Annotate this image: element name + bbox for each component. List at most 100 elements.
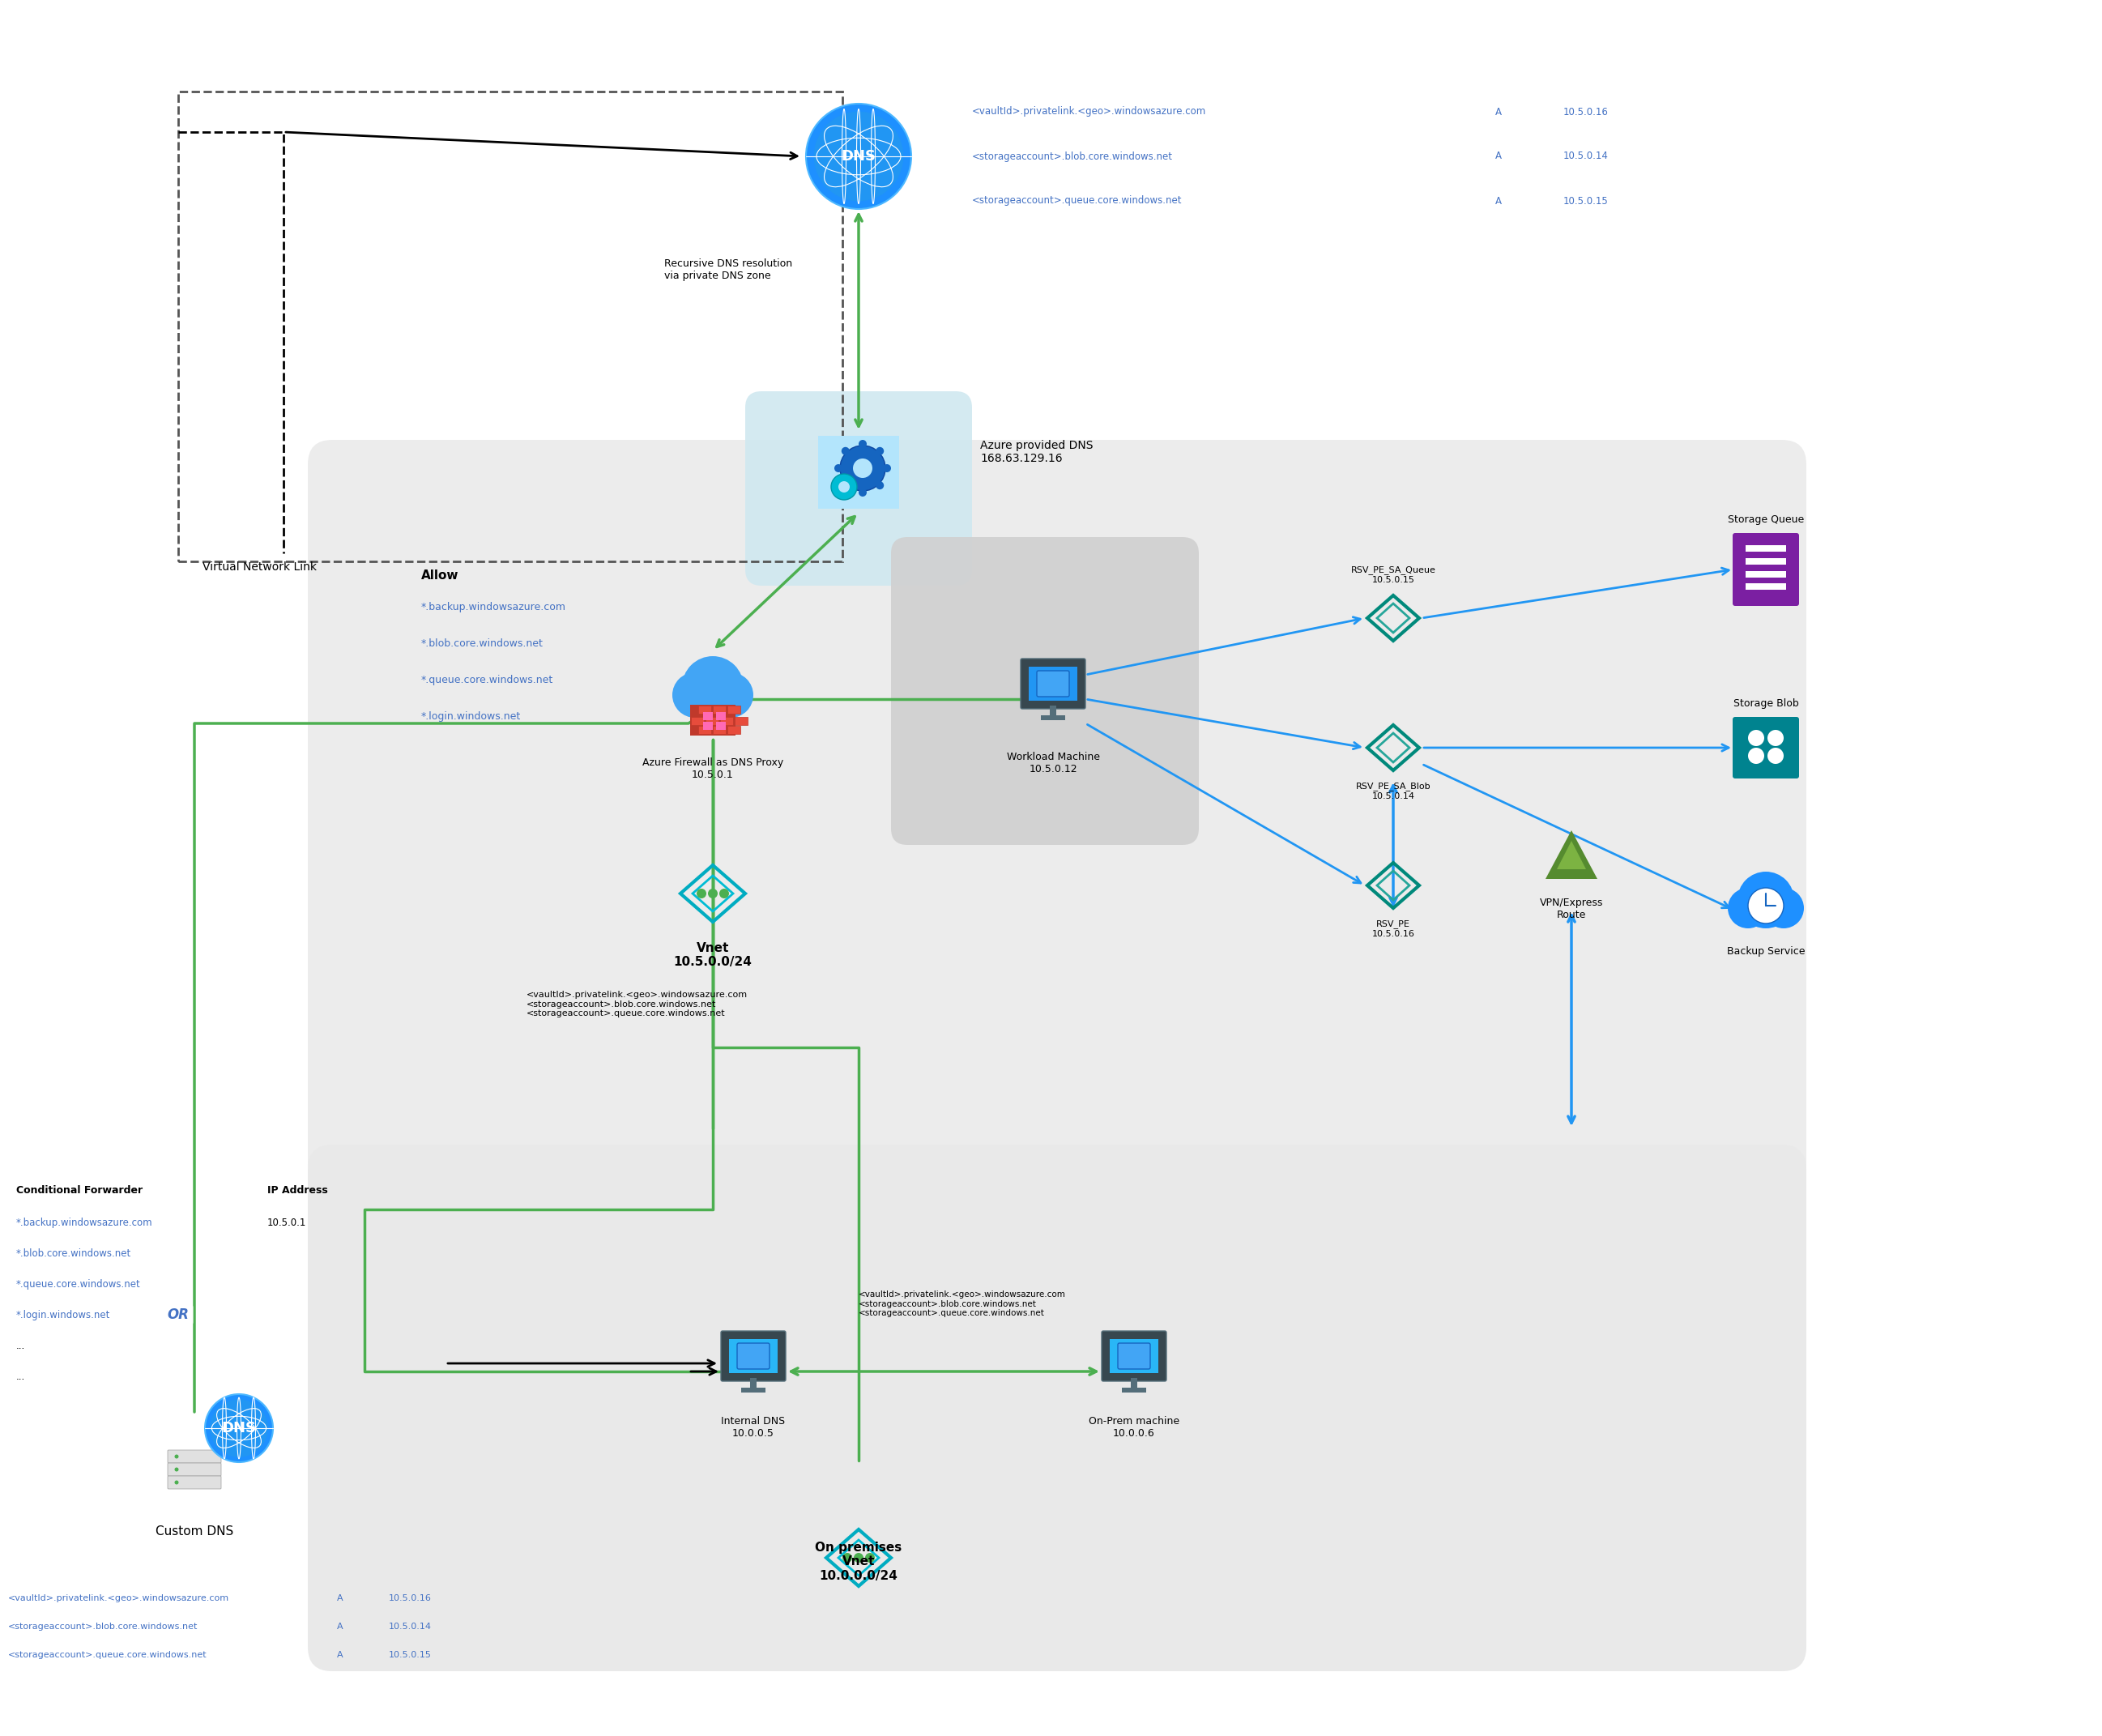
- Bar: [713, 726, 725, 734]
- Circle shape: [204, 1394, 273, 1462]
- Text: <storageaccount>.queue.core.windows.net: <storageaccount>.queue.core.windows.net: [971, 196, 1181, 207]
- Circle shape: [841, 481, 849, 490]
- Text: *.backup.windowsazure.com: *.backup.windowsazure.com: [420, 602, 565, 613]
- Text: <vaultId>.privatelink.<geo>.windowsazure.com
<storageaccount>.blob.core.windows.: <vaultId>.privatelink.<geo>.windowsazure…: [858, 1290, 1066, 1318]
- Text: 10.5.0.14: 10.5.0.14: [389, 1623, 431, 1630]
- Bar: [1745, 583, 1787, 590]
- FancyBboxPatch shape: [168, 1450, 221, 1463]
- Circle shape: [719, 889, 729, 898]
- Text: RSV_PE_SA_Blob
10.5.0.14: RSV_PE_SA_Blob 10.5.0.14: [1356, 781, 1431, 800]
- Text: Conditional Forwarder: Conditional Forwarder: [17, 1186, 143, 1196]
- FancyBboxPatch shape: [1036, 670, 1070, 696]
- Text: Backup Service: Backup Service: [1726, 946, 1806, 957]
- FancyBboxPatch shape: [1732, 533, 1799, 606]
- Bar: [729, 1338, 778, 1373]
- Bar: [681, 682, 744, 707]
- Circle shape: [841, 446, 885, 491]
- Text: *.queue.core.windows.net: *.queue.core.windows.net: [420, 675, 553, 686]
- Circle shape: [883, 464, 891, 472]
- Text: A: A: [336, 1594, 343, 1602]
- Text: 10.5.0.15: 10.5.0.15: [389, 1651, 431, 1660]
- Circle shape: [853, 1554, 864, 1562]
- Bar: [1028, 667, 1078, 701]
- Text: Storage Blob: Storage Blob: [1734, 698, 1799, 708]
- Text: *.blob.core.windows.net: *.blob.core.windows.net: [17, 1248, 132, 1259]
- Text: <vaultId>.privatelink.<geo>.windowsazure.com: <vaultId>.privatelink.<geo>.windowsazure…: [8, 1594, 229, 1602]
- Bar: [706, 717, 719, 726]
- Text: RSV_PE
10.5.0.16: RSV_PE 10.5.0.16: [1373, 920, 1415, 937]
- Text: Custom DNS: Custom DNS: [156, 1526, 233, 1538]
- Bar: [1738, 904, 1795, 922]
- Bar: [713, 705, 725, 713]
- FancyBboxPatch shape: [307, 1144, 1806, 1672]
- Text: Internal DNS
10.0.0.5: Internal DNS 10.0.0.5: [721, 1417, 786, 1439]
- Bar: [1122, 1387, 1146, 1392]
- Text: <vaultId>.privatelink.<geo>.windowsazure.com
<storageaccount>.blob.core.windows.: <vaultId>.privatelink.<geo>.windowsazure…: [526, 991, 748, 1017]
- Text: A: A: [1495, 196, 1501, 207]
- Text: DNS: DNS: [221, 1420, 256, 1436]
- Circle shape: [834, 464, 843, 472]
- Bar: [1040, 715, 1066, 720]
- Bar: [698, 705, 710, 713]
- Circle shape: [696, 889, 706, 898]
- Text: VPN/Express
Route: VPN/Express Route: [1539, 898, 1604, 920]
- Circle shape: [1768, 748, 1785, 764]
- Circle shape: [841, 446, 849, 455]
- Text: *.backup.windowsazure.com: *.backup.windowsazure.com: [17, 1217, 153, 1227]
- FancyBboxPatch shape: [1101, 1332, 1167, 1382]
- Text: Workload Machine
10.5.0.12: Workload Machine 10.5.0.12: [1007, 752, 1099, 774]
- Bar: [750, 1378, 757, 1389]
- Text: Recursive DNS resolution
via private DNS zone: Recursive DNS resolution via private DNS…: [664, 259, 792, 281]
- Circle shape: [1749, 887, 1785, 924]
- FancyBboxPatch shape: [891, 536, 1198, 845]
- Text: 10.5.0.16: 10.5.0.16: [389, 1594, 431, 1602]
- Text: RSV_PE_SA_Queue
10.5.0.15: RSV_PE_SA_Queue 10.5.0.15: [1352, 566, 1436, 583]
- Circle shape: [174, 1455, 179, 1458]
- Text: OR: OR: [168, 1307, 189, 1323]
- Text: 10.5.0.14: 10.5.0.14: [1564, 151, 1608, 161]
- Text: Storage Queue: Storage Queue: [1728, 514, 1804, 524]
- Circle shape: [681, 656, 744, 717]
- Text: A: A: [1495, 106, 1501, 116]
- Bar: [702, 722, 713, 729]
- FancyBboxPatch shape: [746, 391, 971, 585]
- Text: IP Address: IP Address: [267, 1186, 328, 1196]
- Circle shape: [1749, 748, 1764, 764]
- FancyBboxPatch shape: [738, 1344, 769, 1370]
- Text: A: A: [336, 1651, 343, 1660]
- Circle shape: [1764, 887, 1804, 929]
- Bar: [179, 92, 843, 561]
- Bar: [727, 705, 740, 713]
- Bar: [717, 722, 725, 729]
- Circle shape: [877, 446, 885, 455]
- Bar: [689, 705, 736, 736]
- Polygon shape: [1558, 840, 1587, 870]
- Text: 10.5.0.16: 10.5.0.16: [1564, 106, 1608, 116]
- Bar: [717, 712, 725, 720]
- Bar: [698, 726, 710, 734]
- Text: Azure Firewall as DNS Proxy
10.5.0.1: Azure Firewall as DNS Proxy 10.5.0.1: [643, 757, 784, 779]
- Text: Virtual Network Link: Virtual Network Link: [202, 561, 317, 573]
- Text: <vaultId>.privatelink.<geo>.windowsazure.com: <vaultId>.privatelink.<geo>.windowsazure…: [971, 106, 1207, 116]
- Circle shape: [839, 481, 849, 493]
- Circle shape: [174, 1481, 179, 1484]
- Text: On premises
Vnet
10.0.0.0/24: On premises Vnet 10.0.0.0/24: [816, 1542, 902, 1581]
- Bar: [692, 717, 704, 726]
- FancyBboxPatch shape: [168, 1463, 221, 1476]
- Circle shape: [830, 474, 858, 500]
- FancyBboxPatch shape: [307, 439, 1806, 1672]
- Text: Allow: Allow: [420, 569, 458, 582]
- Text: ...: ...: [17, 1340, 25, 1351]
- FancyBboxPatch shape: [1118, 1344, 1150, 1370]
- Circle shape: [708, 672, 753, 717]
- Text: 10.5.0.1: 10.5.0.1: [267, 1217, 307, 1227]
- Circle shape: [210, 1399, 267, 1457]
- Circle shape: [174, 1467, 179, 1472]
- Circle shape: [1749, 729, 1764, 746]
- FancyBboxPatch shape: [1022, 658, 1085, 708]
- Circle shape: [1728, 887, 1768, 929]
- Bar: [1131, 1378, 1137, 1389]
- Polygon shape: [1545, 830, 1598, 878]
- Text: A: A: [1495, 151, 1501, 161]
- Text: *.login.windows.net: *.login.windows.net: [420, 712, 521, 722]
